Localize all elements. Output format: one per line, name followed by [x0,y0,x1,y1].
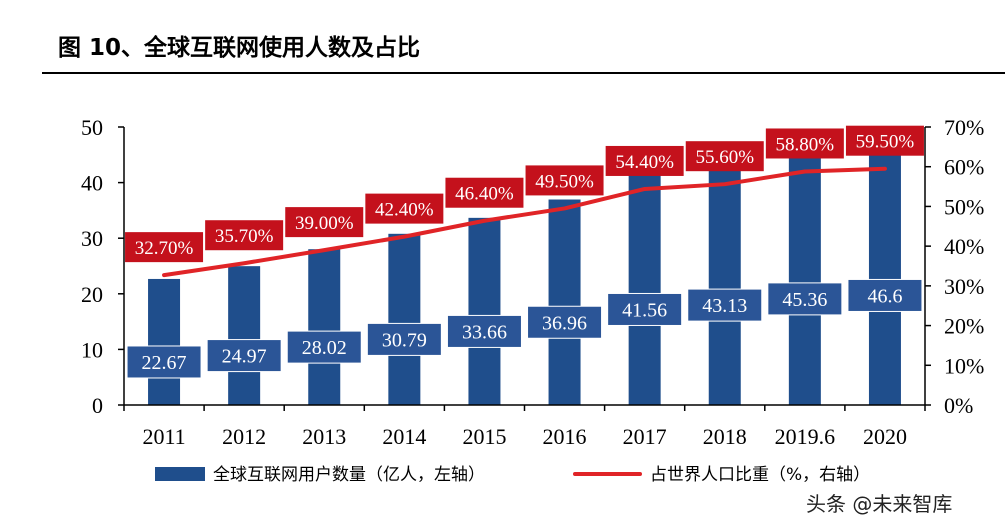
bar [468,217,501,405]
x-tick-label: 2013 [302,424,346,449]
left-tick-label: 0 [92,393,103,418]
legend-bar-label: 全球互联网用户数量（亿人，左轴） [213,465,485,485]
share-value-label: 42.40% [375,200,434,221]
bar-value-label-box [206,339,282,373]
watermark: 头条 @未来智库 [806,492,953,516]
bar-value-label-box [527,305,603,339]
bar-value-label: 33.66 [462,321,507,343]
right-tick-label: 10% [944,353,984,378]
bar-value-label: 36.96 [542,312,587,334]
legend-bar-swatch [155,467,205,481]
share-value-label-box [125,232,204,263]
share-value-label-box [845,125,924,156]
right-tick-label: 70% [944,115,984,140]
share-value-label: 46.40% [455,184,514,205]
bar-value-label-box [446,314,522,348]
bar [708,165,741,405]
x-tick-label: 2015 [462,424,506,449]
x-tick-label: 2017 [623,424,667,449]
share-value-label-box [445,177,524,208]
bar-value-label: 43.13 [702,295,747,317]
x-tick-label: 2012 [222,424,266,449]
bar [228,266,261,405]
bar-value-label-box [126,345,202,379]
share-value-label: 59.50% [856,132,915,153]
bar-value-label: 45.36 [782,289,827,311]
left-tick-label: 10 [81,337,103,362]
left-tick-label: 30 [81,226,103,251]
bar-value-label-box [366,322,442,356]
x-tick-label: 2019.6 [775,424,836,449]
right-tick-label: 0% [944,393,973,418]
bar [788,152,821,405]
left-tick-label: 40 [81,171,103,196]
bar-value-label-box [847,278,923,312]
legend-line-label: 占世界人口比重（%，右轴） [650,465,870,485]
share-value-label: 32.70% [135,238,194,259]
share-value-label-box [765,128,844,159]
bar-value-label: 41.56 [622,299,667,321]
bar [548,199,581,405]
share-value-label-box [365,193,444,224]
bar-value-label: 24.97 [222,346,267,368]
right-tick-label: 50% [944,194,984,219]
bar-value-label-box [607,292,683,326]
bar [148,278,181,405]
figure-title: 图 10、全球互联网使用人数及占比 [58,35,421,61]
x-tick-label: 2020 [863,424,907,449]
share-value-label-box [605,145,684,176]
share-value-label-box [285,207,364,238]
x-tick-label: 2011 [142,424,185,449]
share-value-label: 39.00% [295,213,354,234]
right-tick-label: 40% [944,234,984,259]
bar-value-label: 22.67 [142,352,187,374]
x-tick-label: 2014 [382,424,426,449]
x-tick-label: 2016 [543,424,587,449]
share-value-label: 49.50% [535,171,594,192]
share-value-label: 35.70% [215,226,274,247]
share-value-label-box [685,141,764,172]
right-tick-label: 20% [944,314,984,339]
bar [388,233,421,405]
share-value-label: 54.40% [615,152,674,173]
bar-value-label-box [286,330,362,364]
bar [628,173,661,405]
bar [868,145,901,406]
title-rule [42,72,1005,74]
share-value-label: 58.80% [776,134,835,155]
bar-value-label-box [687,288,763,322]
bar-value-label: 46.6 [867,285,902,307]
right-tick-label: 60% [944,155,984,180]
left-tick-label: 50 [81,115,103,140]
bar [308,249,341,405]
share-value-label: 55.60% [695,147,754,168]
bar-value-label-box [767,282,843,316]
share-line [162,166,887,278]
share-value-label-box [525,165,604,196]
left-tick-label: 20 [81,282,103,307]
share-value-label-box [205,220,284,251]
x-tick-label: 2018 [703,424,747,449]
bar-value-label: 28.02 [302,337,347,359]
right-tick-label: 30% [944,274,984,299]
bar-value-label: 30.79 [382,329,427,351]
